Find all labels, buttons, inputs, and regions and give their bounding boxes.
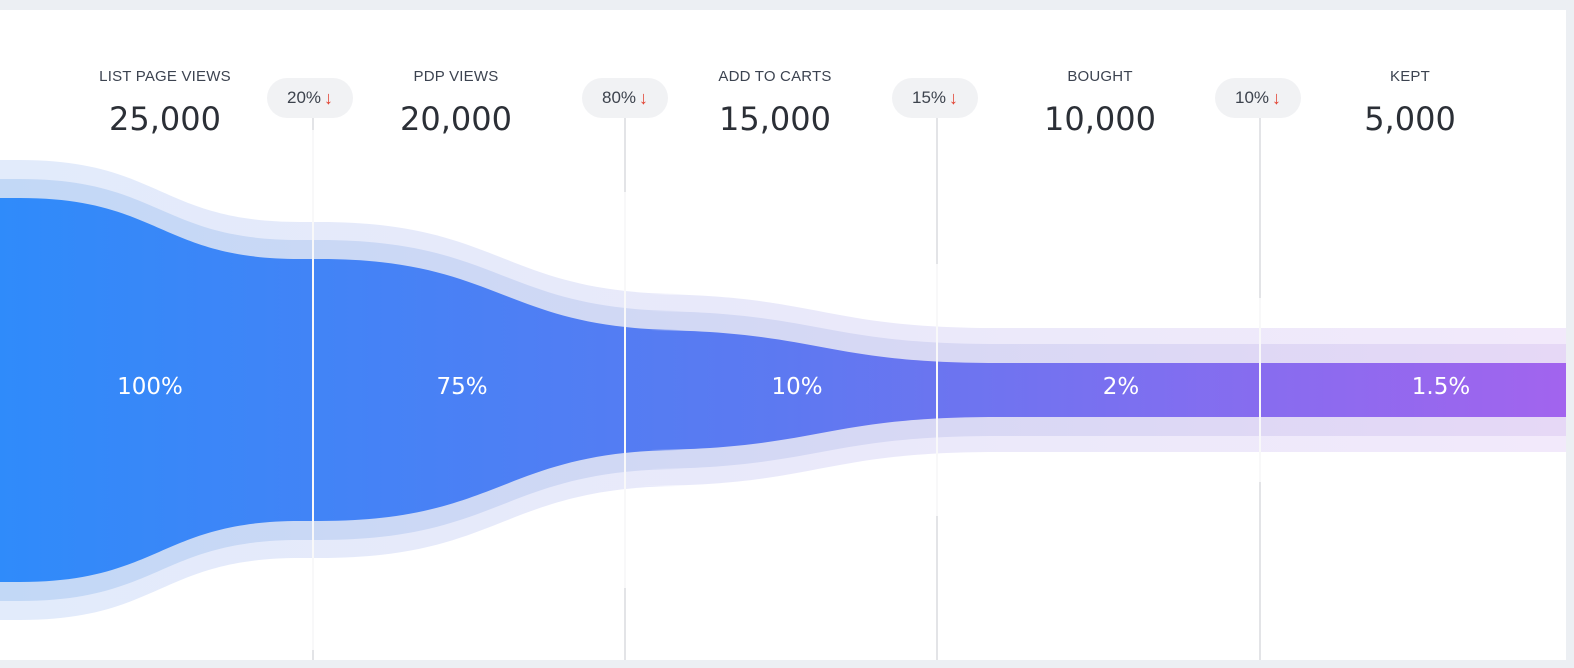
dropoff-badge-1: 20% ↓ [267, 78, 353, 118]
stage-value-list-page-views: 25,000 [109, 100, 221, 138]
stage-percent-add-to-carts: 10% [771, 374, 823, 400]
stage-percent-list-page-views: 100% [117, 374, 183, 400]
dropoff-percent: 80% [601, 88, 637, 107]
stage-label-kept: KEPT [1390, 68, 1430, 85]
stage-percent-pdp-views: 75% [436, 374, 488, 400]
stage-value-pdp-views: 20,000 [400, 100, 512, 138]
stage-label-list-page-views: LIST PAGE VIEWS [99, 68, 231, 85]
funnel-main-band [0, 198, 1566, 582]
stage-percent-bought: 2% [1102, 374, 1140, 400]
arrow-down-icon: ↓ [1272, 87, 1282, 108]
arrow-down-icon: ↓ [949, 87, 959, 108]
dropoff-percent: 10% [1234, 88, 1270, 107]
dropoff-percent: 15% [911, 88, 947, 107]
stage-value-kept: 5,000 [1364, 100, 1456, 138]
stage-label-add-to-carts: ADD TO CARTS [718, 68, 832, 85]
dropoff-badge-3: 15% ↓ [892, 78, 978, 118]
stage-dividers [312, 118, 1261, 660]
dropoff-badge-4: 10% ↓ [1215, 78, 1301, 118]
arrow-down-icon: ↓ [324, 87, 334, 108]
stage-label-bought: BOUGHT [1067, 68, 1133, 85]
dropoff-percent: 20% [286, 88, 322, 107]
stage-value-bought: 10,000 [1044, 100, 1156, 138]
funnel-card: LIST PAGE VIEWS 25,000 PDP VIEWS 20,000 … [0, 10, 1566, 660]
funnel-chart [0, 118, 1566, 660]
stage-percent-kept: 1.5% [1411, 374, 1471, 400]
dropoff-badge-2: 80% ↓ [582, 78, 668, 118]
stage-value-add-to-carts: 15,000 [719, 100, 831, 138]
arrow-down-icon: ↓ [639, 87, 649, 108]
stage-label-pdp-views: PDP VIEWS [413, 68, 499, 85]
